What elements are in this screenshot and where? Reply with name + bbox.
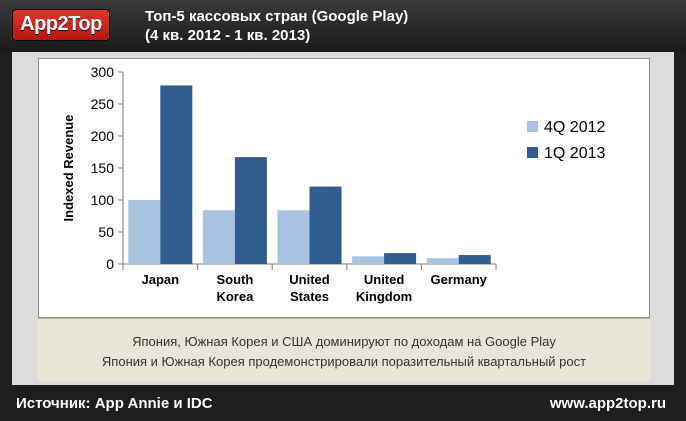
bar-chart: 0 50 100 150 200 250 300 Indexed Revenue Japan So… bbox=[61, 64, 605, 304]
page-title: Топ-5 кассовых стран (Google Play) (4 кв… bbox=[145, 7, 408, 45]
x-tick-label: Japan bbox=[142, 272, 180, 287]
title-line-1: Топ-5 кассовых стран (Google Play) bbox=[145, 8, 409, 25]
y-tick-label: 200 bbox=[91, 128, 115, 144]
x-tick-label: United bbox=[364, 272, 405, 287]
bar-4q2012 bbox=[128, 200, 161, 264]
legend-swatch-4q2012 bbox=[527, 121, 538, 132]
footer: Источник: App Annie и IDC www.app2top.ru bbox=[0, 390, 686, 421]
caption-line-2: Япония и Южная Корея продемонстрировали … bbox=[101, 354, 587, 369]
caption-box: Япония, Южная Корея и США доминируют по … bbox=[38, 318, 650, 381]
legend-label: 1Q 2013 bbox=[544, 145, 605, 162]
y-tick-label: 50 bbox=[98, 224, 114, 240]
bar-4q2012 bbox=[277, 210, 310, 264]
bar-1q2013 bbox=[384, 253, 417, 264]
bar-1q2013 bbox=[234, 157, 267, 264]
y-axis-label: Indexed Revenue bbox=[61, 115, 76, 222]
x-tick-label: Korea bbox=[216, 289, 254, 304]
legend-label: 4Q 2012 bbox=[544, 119, 605, 136]
x-tick-label: Kingdom bbox=[356, 289, 412, 304]
bar-1q2013 bbox=[458, 255, 491, 264]
app2top-logo[interactable]: App2Top bbox=[13, 10, 109, 40]
y-tick-label: 250 bbox=[91, 96, 115, 112]
y-tick-label: 300 bbox=[91, 64, 115, 80]
logo-background bbox=[13, 10, 109, 40]
header: App2Top Топ-5 кассовых стран (Google Pla… bbox=[0, 0, 686, 52]
x-tick-label: South bbox=[216, 272, 253, 287]
x-tick-label: Germany bbox=[431, 272, 488, 287]
legend-swatch-1q2013 bbox=[527, 147, 538, 158]
bar-1q2013 bbox=[309, 186, 342, 264]
y-tick-label: 100 bbox=[91, 192, 115, 208]
y-tick-label: 150 bbox=[91, 160, 115, 176]
site-link[interactable]: www.app2top.ru bbox=[549, 395, 666, 412]
y-tick-label: 0 bbox=[106, 256, 114, 272]
bar-4q2012 bbox=[352, 256, 385, 264]
bar-4q2012 bbox=[426, 258, 459, 264]
source-text: Источник: App Annie и IDC bbox=[16, 395, 213, 412]
chart-area: 0 50 100 150 200 250 300 Indexed Revenue Japan So… bbox=[38, 58, 650, 318]
x-tick-label: United bbox=[289, 272, 330, 287]
bar-1q2013 bbox=[160, 85, 193, 264]
logo-text: App2Top bbox=[20, 13, 102, 35]
x-tick-label: States bbox=[290, 289, 329, 304]
caption-line-1: Япония, Южная Корея и США доминируют по … bbox=[132, 334, 556, 349]
title-line-2: (4 кв. 2012 - 1 кв. 2013) bbox=[145, 27, 311, 44]
bar-4q2012 bbox=[202, 210, 235, 264]
